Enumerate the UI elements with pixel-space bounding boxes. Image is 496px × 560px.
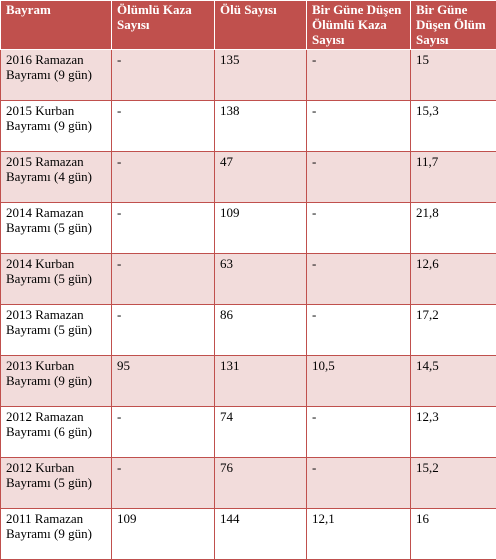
table-row: 2012 Ramazan Bayramı (6 gün) - 74 - 12,3 — [1, 407, 496, 458]
cell-daily-fatal-accidents: - — [307, 101, 411, 152]
header-daily-fatal-accidents: Bir Güne Düşen Ölümlü Kaza Sayısı — [307, 1, 411, 50]
cell-daily-deaths: 14,5 — [411, 356, 496, 407]
cell-daily-fatal-accidents: - — [307, 305, 411, 356]
header-holiday: Bayram — [1, 1, 112, 50]
table-row: 2013 Ramazan Bayramı (5 gün) - 86 - 17,2 — [1, 305, 496, 356]
table-row: 2014 Kurban Bayramı (5 gün) - 63 - 12,6 — [1, 254, 496, 305]
cell-fatal-accidents: - — [112, 152, 215, 203]
cell-daily-fatal-accidents: - — [307, 152, 411, 203]
header-daily-deaths: Bir Güne Düşen Ölüm Sayısı — [411, 1, 496, 50]
table-row: 2012 Kurban Bayramı (5 gün) - 76 - 15,2 — [1, 458, 496, 509]
cell-holiday: 2012 Kurban Bayramı (5 gün) — [1, 458, 112, 509]
cell-holiday: 2015 Ramazan Bayramı (4 gün) — [1, 152, 112, 203]
cell-deaths: 109 — [215, 203, 307, 254]
cell-fatal-accidents: 109 — [112, 509, 215, 560]
cell-deaths: 47 — [215, 152, 307, 203]
cell-daily-deaths: 15,3 — [411, 101, 496, 152]
cell-fatal-accidents: - — [112, 203, 215, 254]
cell-holiday: 2013 Ramazan Bayramı (5 gün) — [1, 305, 112, 356]
cell-holiday: 2015 Kurban Bayramı (9 gün) — [1, 101, 112, 152]
cell-deaths: 144 — [215, 509, 307, 560]
table-row: 2015 Ramazan Bayramı (4 gün) - 47 - 11,7 — [1, 152, 496, 203]
cell-deaths: 74 — [215, 407, 307, 458]
cell-daily-fatal-accidents: 12,1 — [307, 509, 411, 560]
cell-deaths: 131 — [215, 356, 307, 407]
table-row: 2015 Kurban Bayramı (9 gün) - 138 - 15,3 — [1, 101, 496, 152]
table-row: 2014 Ramazan Bayramı (5 gün) - 109 - 21,… — [1, 203, 496, 254]
cell-fatal-accidents: - — [112, 458, 215, 509]
cell-holiday: 2012 Ramazan Bayramı (6 gün) — [1, 407, 112, 458]
cell-fatal-accidents: - — [112, 254, 215, 305]
header-row: Bayram Ölümlü Kaza Sayısı Ölü Sayısı Bir… — [1, 1, 496, 50]
cell-fatal-accidents: - — [112, 101, 215, 152]
table-row: 2013 Kurban Bayramı (9 gün) 95 131 10,5 … — [1, 356, 496, 407]
cell-daily-deaths: 17,2 — [411, 305, 496, 356]
cell-holiday: 2016 Ramazan Bayramı (9 gün) — [1, 50, 112, 101]
cell-fatal-accidents: - — [112, 50, 215, 101]
cell-daily-fatal-accidents: - — [307, 254, 411, 305]
cell-deaths: 138 — [215, 101, 307, 152]
cell-fatal-accidents: - — [112, 305, 215, 356]
cell-daily-fatal-accidents: - — [307, 203, 411, 254]
cell-daily-fatal-accidents: - — [307, 458, 411, 509]
cell-daily-fatal-accidents: 10,5 — [307, 356, 411, 407]
cell-holiday: 2013 Kurban Bayramı (9 gün) — [1, 356, 112, 407]
cell-deaths: 63 — [215, 254, 307, 305]
cell-daily-fatal-accidents: - — [307, 50, 411, 101]
table-row: 2011 Ramazan Bayramı (9 gün) 109 144 12,… — [1, 509, 496, 560]
cell-fatal-accidents: - — [112, 407, 215, 458]
cell-deaths: 76 — [215, 458, 307, 509]
cell-daily-deaths: 15,2 — [411, 458, 496, 509]
cell-deaths: 86 — [215, 305, 307, 356]
cell-daily-deaths: 12,3 — [411, 407, 496, 458]
cell-fatal-accidents: 95 — [112, 356, 215, 407]
cell-daily-deaths: 21,8 — [411, 203, 496, 254]
cell-daily-deaths: 16 — [411, 509, 496, 560]
cell-holiday: 2014 Ramazan Bayramı (5 gün) — [1, 203, 112, 254]
cell-daily-deaths: 12,6 — [411, 254, 496, 305]
cell-holiday: 2014 Kurban Bayramı (5 gün) — [1, 254, 112, 305]
cell-daily-deaths: 11,7 — [411, 152, 496, 203]
cell-deaths: 135 — [215, 50, 307, 101]
cell-daily-deaths: 15 — [411, 50, 496, 101]
header-fatal-accidents: Ölümlü Kaza Sayısı — [112, 1, 215, 50]
table-row: 2016 Ramazan Bayramı (9 gün) - 135 - 15 — [1, 50, 496, 101]
cell-holiday: 2011 Ramazan Bayramı (9 gün) — [1, 509, 112, 560]
header-deaths: Ölü Sayısı — [215, 1, 307, 50]
cell-daily-fatal-accidents: - — [307, 407, 411, 458]
